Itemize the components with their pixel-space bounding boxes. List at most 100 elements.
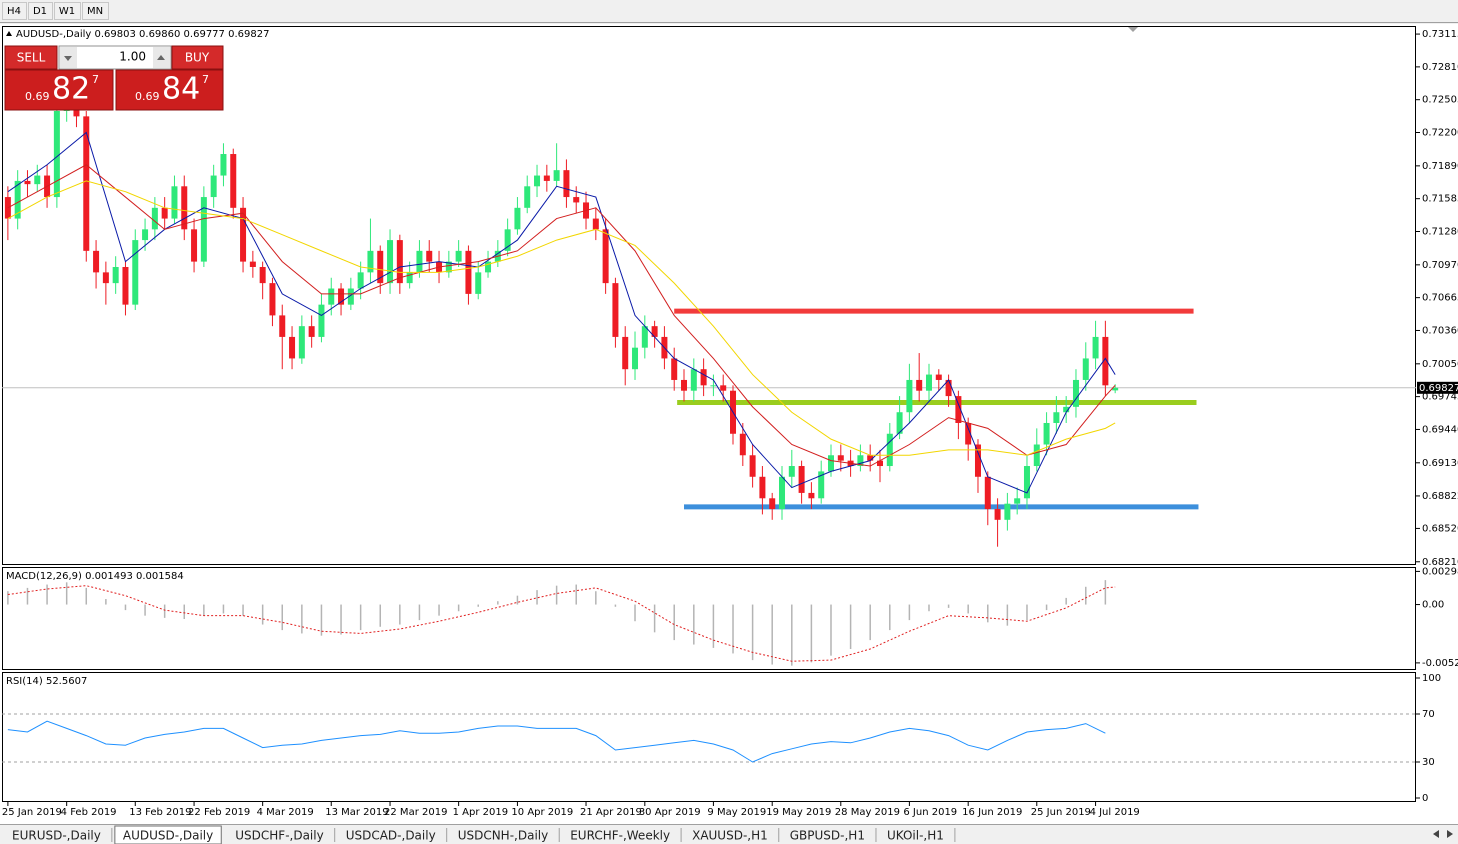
candle-body xyxy=(14,180,21,219)
ask-main: 84 xyxy=(162,72,200,107)
candle-body xyxy=(426,250,433,262)
candle-body xyxy=(1004,503,1011,520)
tab-label: USDCHF-,Daily xyxy=(235,829,323,843)
buy-button[interactable] xyxy=(171,45,224,70)
candle-body xyxy=(769,498,776,510)
lots-box[interactable] xyxy=(58,45,172,70)
x-tick-label: 4 Feb 2019 xyxy=(61,807,117,818)
candle-body xyxy=(504,229,511,251)
tab-label: GBPUSD-,H1 xyxy=(790,829,865,843)
tab-scroll-right[interactable] xyxy=(1447,830,1453,838)
tab[interactable] xyxy=(337,826,444,844)
x-tick-label: 4 Jul 2019 xyxy=(1090,807,1140,818)
candle-body xyxy=(808,492,815,499)
candle-body xyxy=(210,175,217,198)
x-tick-label: 25 Jan 2019 xyxy=(2,807,62,818)
candle-body xyxy=(191,229,198,262)
candle-body xyxy=(269,283,276,316)
timeframe-button[interactable] xyxy=(2,2,27,20)
candle-body xyxy=(465,250,472,294)
tab[interactable] xyxy=(4,826,109,844)
candle-body xyxy=(347,288,354,305)
candle-body xyxy=(720,385,727,391)
candle-body xyxy=(1092,336,1099,359)
x-tick-label: 10 Apr 2019 xyxy=(511,807,573,818)
bid-big: 0.69 xyxy=(25,90,50,103)
tab[interactable] xyxy=(684,826,776,844)
symbol-header: AUDUSD-,Daily 0.69803 0.69860 0.69777 0.… xyxy=(16,29,269,40)
y-tick-label: 0.71585 xyxy=(1422,194,1458,205)
timeframe-button[interactable] xyxy=(28,2,53,20)
ask-pip: 7 xyxy=(202,73,209,86)
x-tick-label: 16 Jun 2019 xyxy=(962,807,1022,818)
candle-body xyxy=(671,358,678,380)
candle-body xyxy=(592,218,599,230)
candle-body xyxy=(1063,406,1070,413)
current-price-box xyxy=(1417,381,1458,394)
candle-body xyxy=(220,154,227,176)
tab[interactable] xyxy=(878,826,952,844)
candle-body xyxy=(24,180,31,185)
x-tick-label: 25 Jun 2019 xyxy=(1031,807,1091,818)
indicator-title: MACD(12,26,9) 0.001493 0.001584 xyxy=(6,571,184,582)
ask-box[interactable] xyxy=(115,69,224,111)
tab[interactable] xyxy=(114,825,222,844)
candle-body xyxy=(710,385,717,387)
y-tick-label: 0.00 xyxy=(1422,600,1444,611)
candle-body xyxy=(1102,336,1109,386)
candle-body xyxy=(573,197,580,203)
candle-body xyxy=(83,116,90,251)
candle-body xyxy=(396,240,403,284)
sell-label: SELL xyxy=(17,51,46,65)
candle-body xyxy=(994,509,1001,520)
candle-body xyxy=(602,229,609,284)
candle-body xyxy=(112,266,119,284)
buy-label: BUY xyxy=(185,51,210,65)
candle-body xyxy=(827,455,834,472)
sell-button[interactable] xyxy=(4,45,58,70)
tabs: EURUSD-,Daily AUDUSD-,Daily USDCHF-,Daily U… xyxy=(4,825,956,844)
macd-panel xyxy=(2,567,1416,670)
candle-body xyxy=(984,476,991,510)
tab[interactable] xyxy=(449,826,557,844)
ask-big: 0.69 xyxy=(135,90,160,103)
indicator-title: RSI(14) 52.5607 xyxy=(6,676,87,687)
candle-body xyxy=(798,466,805,493)
candle-body xyxy=(259,266,266,284)
bid-box[interactable] xyxy=(4,69,114,111)
tab-label: EURCHF-,Weekly xyxy=(570,829,670,843)
lots-value: 1.00 xyxy=(119,50,146,64)
bid-main: 82 xyxy=(52,72,90,107)
y-tick-label: 0.73115 xyxy=(1422,29,1458,40)
candle-body xyxy=(788,466,795,477)
candle-body xyxy=(416,250,423,273)
candle-body xyxy=(328,288,335,305)
candle-body xyxy=(759,476,766,499)
tab-scroll-left[interactable] xyxy=(1433,830,1439,838)
timeframe-buttons: H4 D1 W1 MN xyxy=(2,2,109,20)
y-tick-label: 100 xyxy=(1422,673,1441,684)
candle-body xyxy=(1082,358,1089,380)
tab[interactable] xyxy=(227,826,332,844)
candle-body xyxy=(641,326,648,348)
tab[interactable] xyxy=(562,826,679,844)
candle-body xyxy=(1033,444,1040,467)
one-click-trading: SELL 1.00 BUY 0.69 82 7 0.69 84 7 xyxy=(4,45,224,111)
candle-body xyxy=(955,396,962,423)
candle-body xyxy=(651,326,658,337)
tab-label: AUDUSD-,Daily xyxy=(123,829,213,843)
y-tick-label: 30 xyxy=(1422,757,1435,768)
candle-body xyxy=(524,186,531,208)
candle-body xyxy=(151,207,158,230)
candle-body xyxy=(122,266,129,305)
timeframe-button[interactable] xyxy=(54,2,81,20)
timeframe-button[interactable] xyxy=(82,2,109,20)
candle-body xyxy=(240,207,247,262)
candle-body xyxy=(739,433,746,456)
candle-body xyxy=(534,175,541,187)
tab[interactable] xyxy=(781,826,873,844)
